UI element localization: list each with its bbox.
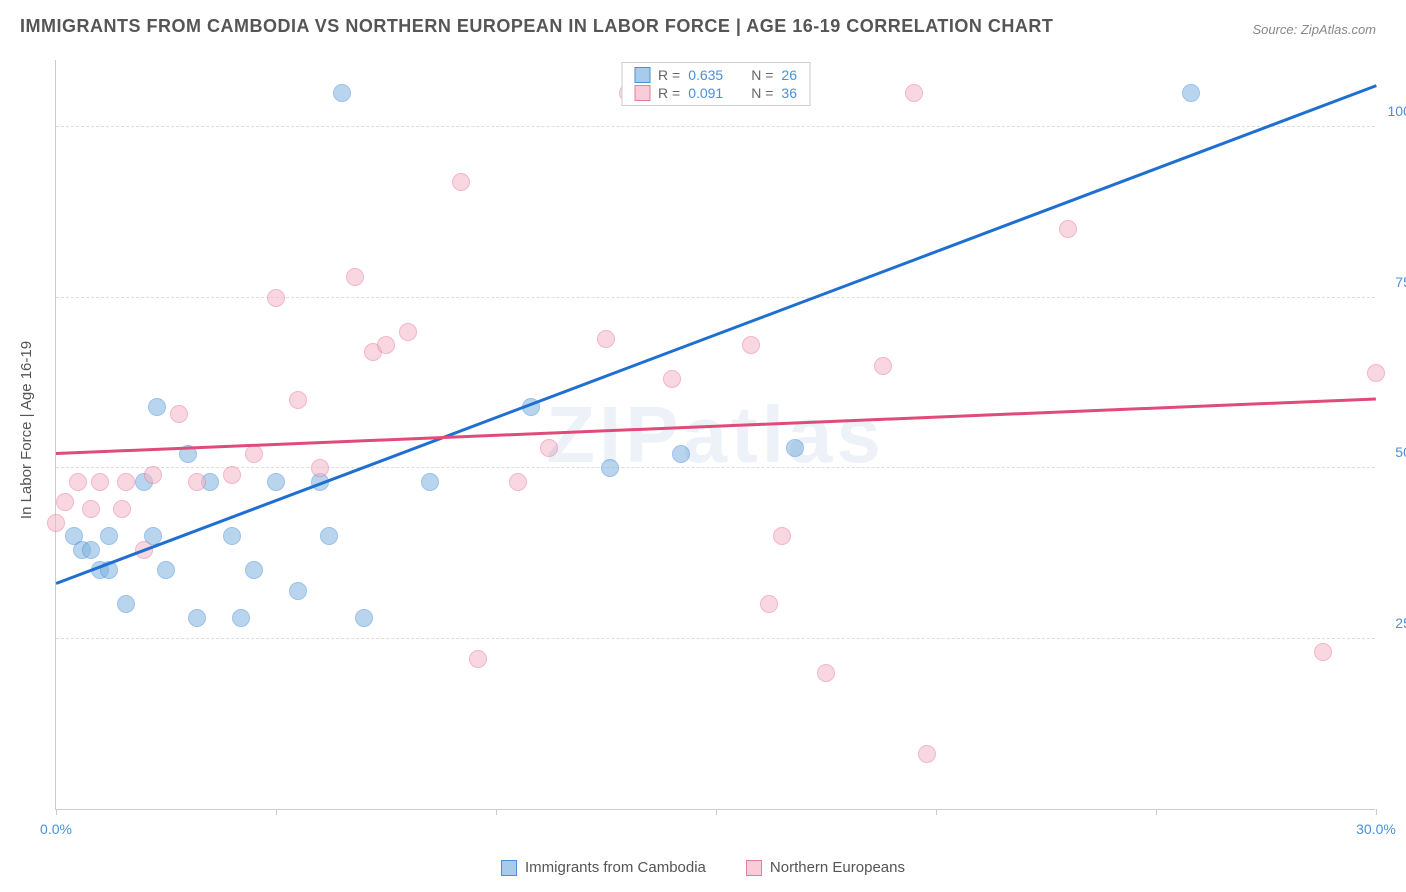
x-tick xyxy=(496,809,497,815)
scatter-point xyxy=(377,336,395,354)
r-label: R = xyxy=(658,67,680,83)
scatter-point xyxy=(786,439,804,457)
scatter-point xyxy=(82,541,100,559)
legend-swatch xyxy=(746,860,762,876)
n-label: N = xyxy=(751,67,773,83)
y-tick-label: 50.0% xyxy=(1380,444,1406,460)
scatter-point xyxy=(320,527,338,545)
scatter-point xyxy=(223,527,241,545)
correlation-legend: R = 0.635 N = 26 R = 0.091 N = 36 xyxy=(621,62,810,106)
scatter-point xyxy=(245,561,263,579)
scatter-point xyxy=(399,323,417,341)
scatter-point xyxy=(223,466,241,484)
scatter-point xyxy=(905,84,923,102)
x-tick xyxy=(1376,809,1377,815)
r-value: 0.091 xyxy=(688,85,723,101)
scatter-point xyxy=(157,561,175,579)
gridline xyxy=(56,638,1375,639)
scatter-point xyxy=(188,473,206,491)
scatter-point xyxy=(117,595,135,613)
x-tick xyxy=(936,809,937,815)
scatter-point xyxy=(918,745,936,763)
n-label: N = xyxy=(751,85,773,101)
scatter-point xyxy=(540,439,558,457)
legend-label: Northern Europeans xyxy=(770,859,905,876)
y-axis-label: In Labor Force | Age 16-19 xyxy=(18,341,35,519)
scatter-point xyxy=(663,370,681,388)
scatter-point xyxy=(289,391,307,409)
scatter-point xyxy=(1367,364,1385,382)
scatter-point xyxy=(509,473,527,491)
scatter-point xyxy=(148,398,166,416)
gridline xyxy=(56,297,1375,298)
scatter-point xyxy=(289,582,307,600)
scatter-point xyxy=(144,466,162,484)
scatter-point xyxy=(56,493,74,511)
legend-swatch xyxy=(634,67,650,83)
legend-item: Immigrants from Cambodia xyxy=(501,859,706,876)
legend-label: Immigrants from Cambodia xyxy=(525,859,706,876)
scatter-point xyxy=(421,473,439,491)
scatter-point xyxy=(267,473,285,491)
scatter-point xyxy=(113,500,131,518)
scatter-point xyxy=(355,609,373,627)
legend-row: R = 0.091 N = 36 xyxy=(634,85,797,101)
scatter-point xyxy=(817,664,835,682)
source-attribution: Source: ZipAtlas.com xyxy=(1252,22,1376,37)
legend-item: Northern Europeans xyxy=(746,859,905,876)
scatter-point xyxy=(773,527,791,545)
y-tick-label: 75.0% xyxy=(1380,274,1406,290)
scatter-point xyxy=(91,473,109,491)
scatter-point xyxy=(47,514,65,532)
scatter-point xyxy=(117,473,135,491)
scatter-point xyxy=(188,609,206,627)
trend-line xyxy=(56,397,1376,454)
x-tick xyxy=(716,809,717,815)
scatter-point xyxy=(267,289,285,307)
x-tick xyxy=(1156,809,1157,815)
scatter-point xyxy=(311,459,329,477)
legend-row: R = 0.635 N = 26 xyxy=(634,67,797,83)
scatter-point xyxy=(452,173,470,191)
scatter-point xyxy=(333,84,351,102)
gridline xyxy=(56,467,1375,468)
x-tick xyxy=(276,809,277,815)
scatter-point xyxy=(1059,220,1077,238)
series-legend: Immigrants from Cambodia Northern Europea… xyxy=(501,859,905,876)
x-tick-label: 30.0% xyxy=(1356,821,1396,837)
scatter-point xyxy=(469,650,487,668)
chart-plot-area: ZIPatlas R =0.635N =26R =0.091N =36 25.0… xyxy=(55,60,1375,810)
scatter-point xyxy=(1182,84,1200,102)
x-tick-label: 0.0% xyxy=(40,821,72,837)
y-tick-label: 25.0% xyxy=(1380,615,1406,631)
scatter-point xyxy=(672,445,690,463)
scatter-point xyxy=(82,500,100,518)
scatter-point xyxy=(601,459,619,477)
scatter-point xyxy=(232,609,250,627)
scatter-point xyxy=(760,595,778,613)
n-value: 36 xyxy=(781,85,797,101)
n-value: 26 xyxy=(781,67,797,83)
y-tick-label: 100.0% xyxy=(1380,103,1406,119)
scatter-point xyxy=(69,473,87,491)
legend-swatch xyxy=(634,85,650,101)
x-tick xyxy=(56,809,57,815)
scatter-point xyxy=(245,445,263,463)
scatter-point xyxy=(346,268,364,286)
trend-line xyxy=(56,84,1377,584)
scatter-point xyxy=(100,527,118,545)
gridline xyxy=(56,126,1375,127)
scatter-point xyxy=(170,405,188,423)
scatter-point xyxy=(742,336,760,354)
chart-title: IMMIGRANTS FROM CAMBODIA VS NORTHERN EUR… xyxy=(20,16,1053,37)
scatter-point xyxy=(874,357,892,375)
scatter-point xyxy=(1314,643,1332,661)
scatter-point xyxy=(597,330,615,348)
r-label: R = xyxy=(658,85,680,101)
legend-swatch xyxy=(501,860,517,876)
r-value: 0.635 xyxy=(688,67,723,83)
